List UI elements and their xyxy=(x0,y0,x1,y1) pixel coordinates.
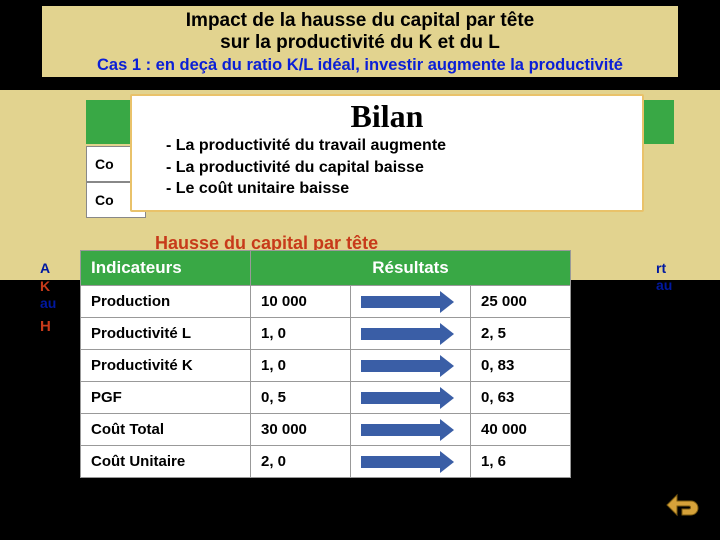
arrow-icon xyxy=(361,360,441,372)
arrow-icon xyxy=(361,296,441,308)
title-line-1: Impact de la hausse du capital par tête xyxy=(48,10,672,32)
row-before: 2, 0 xyxy=(251,446,351,478)
table-row: PGF0, 5 0, 63 xyxy=(81,382,571,414)
bilan-line-2: - La productivité du capital baisse xyxy=(140,157,634,179)
row-arrow xyxy=(351,382,471,414)
row-after: 0, 63 xyxy=(471,382,571,414)
bilan-title: Bilan xyxy=(140,98,634,135)
th-resultats: Résultats xyxy=(251,251,571,286)
header-panel: Impact de la hausse du capital par tête … xyxy=(40,4,680,79)
table-row: Coût Unitaire2, 0 1, 6 xyxy=(81,446,571,478)
row-label: Coût Total xyxy=(81,414,251,446)
row-before: 30 000 xyxy=(251,414,351,446)
th-indicateurs: Indicateurs xyxy=(81,251,251,286)
rm-rt: rt xyxy=(656,260,666,276)
left-H: H xyxy=(40,318,51,335)
row-after: 40 000 xyxy=(471,414,571,446)
row-before: 1, 0 xyxy=(251,350,351,382)
row-before: 0, 5 xyxy=(251,382,351,414)
lm-a: A xyxy=(40,260,50,276)
row-arrow xyxy=(351,446,471,478)
return-icon[interactable] xyxy=(664,490,700,520)
row-arrow xyxy=(351,286,471,318)
row-after: 0, 83 xyxy=(471,350,571,382)
bilan-line-3: - Le coût unitaire baisse xyxy=(140,178,634,200)
right-margin-text: rt au xyxy=(656,260,692,294)
row-after: 25 000 xyxy=(471,286,571,318)
row-label: Productivité K xyxy=(81,350,251,382)
lm-k: K xyxy=(40,278,50,294)
bilan-line-1: - La productivité du travail augmente xyxy=(140,135,634,157)
title-line-2: sur la productivité du K et du L xyxy=(48,32,672,54)
row-label: Production xyxy=(81,286,251,318)
rm-au: au xyxy=(656,277,672,293)
table-row: Coût Total30 000 40 000 xyxy=(81,414,571,446)
arrow-icon xyxy=(361,392,441,404)
arrow-icon xyxy=(361,424,441,436)
row-after: 2, 5 xyxy=(471,318,571,350)
row-label: Productivité L xyxy=(81,318,251,350)
results-table: Indicateurs Résultats Production10 000 25… xyxy=(80,250,571,478)
table-row: Production10 000 25 000 xyxy=(81,286,571,318)
arrow-icon xyxy=(361,328,441,340)
table-header-row: Indicateurs Résultats xyxy=(81,251,571,286)
row-arrow xyxy=(351,318,471,350)
row-arrow xyxy=(351,414,471,446)
row-before: 1, 0 xyxy=(251,318,351,350)
table-row: Productivité L1, 0 2, 5 xyxy=(81,318,571,350)
table-row: Productivité K1, 0 0, 83 xyxy=(81,350,571,382)
arrow-icon xyxy=(361,456,441,468)
lm-au: au xyxy=(40,295,56,311)
row-label: PGF xyxy=(81,382,251,414)
row-arrow xyxy=(351,350,471,382)
row-label: Coût Unitaire xyxy=(81,446,251,478)
row-after: 1, 6 xyxy=(471,446,571,478)
row-before: 10 000 xyxy=(251,286,351,318)
subtitle: Cas 1 : en deçà du ratio K/L idéal, inve… xyxy=(48,56,672,75)
bilan-panel: Bilan - La productivité du travail augme… xyxy=(130,94,644,212)
